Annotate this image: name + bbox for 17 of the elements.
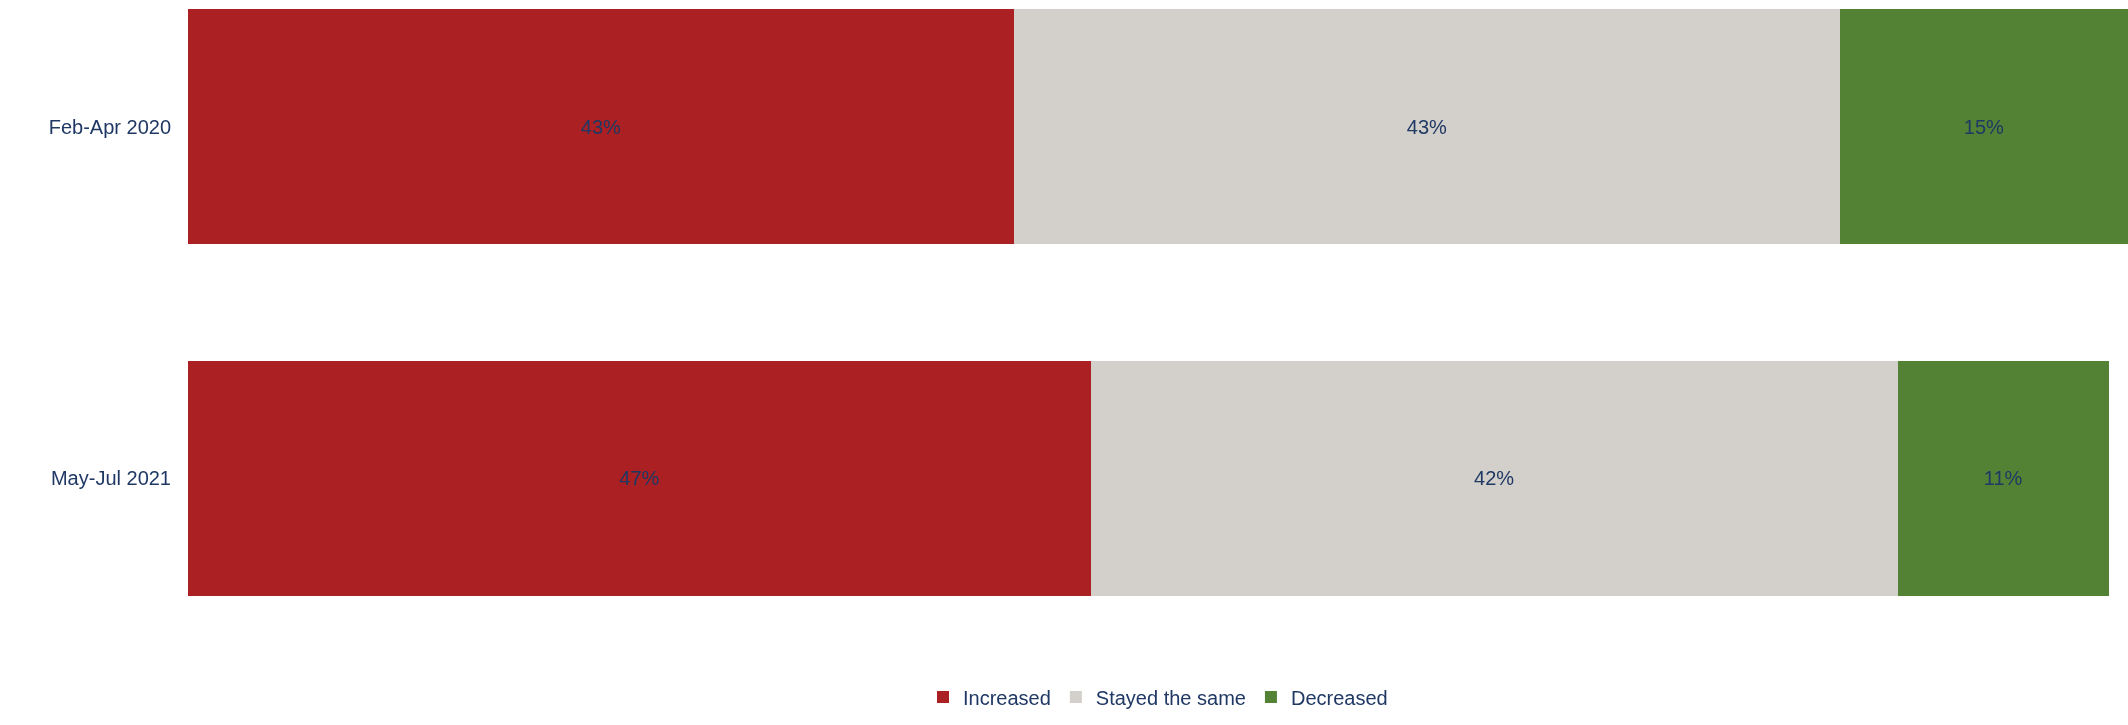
legend-label: Decreased [1290,686,1388,709]
bar [188,360,1091,597]
y-tick-label: May-Jul 2021 [50,467,171,490]
bar [1839,8,2128,245]
legend-label: Stayed the same [1095,686,1246,709]
bar [188,8,1014,245]
data-label: 43% [1406,115,1448,138]
bar [1090,360,1898,597]
data-label: 15% [1963,115,2005,138]
data-label: 11% [1983,467,2023,490]
legend-label: Increased [963,686,1051,709]
data-label: 42% [1474,467,1515,490]
bar [1013,8,1840,245]
y-tick-label: Feb-Apr 2020 [48,115,171,138]
bar [1897,360,2109,597]
data-label: 43% [580,115,622,138]
data-label: 47% [619,467,660,490]
